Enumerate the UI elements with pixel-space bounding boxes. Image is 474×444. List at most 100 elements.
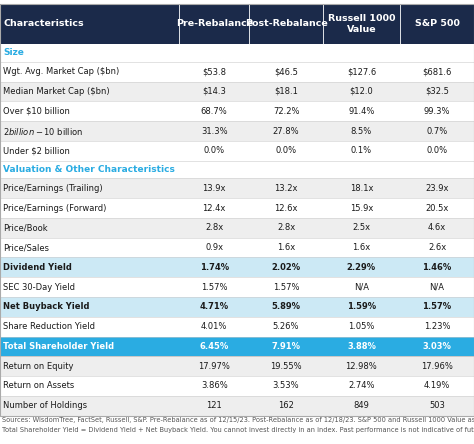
Text: 31.3%: 31.3% [201,127,228,135]
Text: Valuation & Other Characteristics: Valuation & Other Characteristics [3,165,175,174]
FancyBboxPatch shape [0,218,474,238]
Text: 15.9x: 15.9x [350,204,373,213]
Text: 99.3%: 99.3% [424,107,450,116]
Text: $32.5: $32.5 [425,87,449,96]
Text: 0.0%: 0.0% [204,146,225,155]
Text: Wgt. Avg. Market Cap ($bn): Wgt. Avg. Market Cap ($bn) [3,67,119,76]
Text: 68.7%: 68.7% [201,107,228,116]
Text: 2.6x: 2.6x [428,243,446,252]
Text: 1.46%: 1.46% [422,263,452,272]
Text: 162: 162 [278,401,294,410]
FancyBboxPatch shape [0,356,474,376]
Text: Over $10 billion: Over $10 billion [3,107,70,116]
Text: 3.03%: 3.03% [423,342,451,351]
Text: 6.45%: 6.45% [200,342,229,351]
FancyBboxPatch shape [0,238,474,258]
Text: 27.8%: 27.8% [273,127,300,135]
Text: 17.97%: 17.97% [198,362,230,371]
Text: 1.57%: 1.57% [201,283,228,292]
FancyBboxPatch shape [0,376,474,396]
Text: 4.19%: 4.19% [424,381,450,390]
Text: 1.23%: 1.23% [424,322,450,331]
Text: 2.8x: 2.8x [205,223,223,232]
Text: 2.8x: 2.8x [277,223,295,232]
Text: Sources: WisdomTree, FactSet, Russell, S&P. Pre-Rebalance as of 12/15/23. Post-R: Sources: WisdomTree, FactSet, Russell, S… [2,417,474,424]
Text: Post-Rebalance: Post-Rebalance [245,19,328,28]
Text: 4.6x: 4.6x [428,223,446,232]
Text: 4.01%: 4.01% [201,322,228,331]
Text: Under $2 billion: Under $2 billion [3,146,70,155]
FancyBboxPatch shape [0,396,474,416]
FancyBboxPatch shape [0,44,474,62]
Text: 13.2x: 13.2x [274,184,298,193]
Text: N/A: N/A [354,283,369,292]
Text: 3.53%: 3.53% [273,381,300,390]
FancyBboxPatch shape [0,4,474,44]
Text: 5.89%: 5.89% [272,302,301,311]
Text: $46.5: $46.5 [274,67,298,76]
Text: 0.0%: 0.0% [427,146,447,155]
Text: Return on Assets: Return on Assets [3,381,74,390]
FancyBboxPatch shape [0,121,474,141]
Text: Price/Earnings (Forward): Price/Earnings (Forward) [3,204,107,213]
Text: 1.05%: 1.05% [348,322,374,331]
Text: 2.5x: 2.5x [352,223,371,232]
Text: Median Market Cap ($bn): Median Market Cap ($bn) [3,87,110,96]
Text: Number of Holdings: Number of Holdings [3,401,87,410]
Text: Total Shareholder Yield: Total Shareholder Yield [3,342,114,351]
Text: 3.88%: 3.88% [347,342,376,351]
FancyBboxPatch shape [0,297,474,317]
FancyBboxPatch shape [0,178,474,198]
Text: 1.6x: 1.6x [352,243,371,252]
Text: Price/Book: Price/Book [3,223,48,232]
Text: $127.6: $127.6 [347,67,376,76]
Text: $12.0: $12.0 [349,87,374,96]
Text: 13.9x: 13.9x [202,184,226,193]
FancyBboxPatch shape [0,161,474,178]
Text: 5.26%: 5.26% [273,322,299,331]
Text: Price/Earnings (Trailing): Price/Earnings (Trailing) [3,184,103,193]
Text: 12.98%: 12.98% [346,362,377,371]
Text: 19.55%: 19.55% [270,362,302,371]
Text: 849: 849 [354,401,369,410]
Text: 1.6x: 1.6x [277,243,295,252]
Text: S&P 500: S&P 500 [415,19,459,28]
Text: 0.7%: 0.7% [427,127,447,135]
Text: 12.4x: 12.4x [202,204,226,213]
Text: Net Buyback Yield: Net Buyback Yield [3,302,90,311]
Text: Russell 1000
Value: Russell 1000 Value [328,14,395,34]
Text: 7.91%: 7.91% [272,342,301,351]
FancyBboxPatch shape [0,101,474,121]
Text: 8.5%: 8.5% [351,127,372,135]
FancyBboxPatch shape [0,337,474,356]
Text: 0.1%: 0.1% [351,146,372,155]
Text: Characteristics: Characteristics [3,19,84,28]
FancyBboxPatch shape [0,317,474,337]
FancyBboxPatch shape [0,258,474,277]
Text: 0.0%: 0.0% [275,146,297,155]
Text: Return on Equity: Return on Equity [3,362,74,371]
Text: 4.71%: 4.71% [200,302,229,311]
Text: 72.2%: 72.2% [273,107,299,116]
Text: $18.1: $18.1 [274,87,298,96]
Text: 18.1x: 18.1x [350,184,373,193]
Text: 1.57%: 1.57% [422,302,452,311]
Text: $53.8: $53.8 [202,67,226,76]
FancyBboxPatch shape [0,198,474,218]
Text: $681.6: $681.6 [422,67,452,76]
Text: Pre-Rebalance: Pre-Rebalance [176,19,253,28]
Text: 20.5x: 20.5x [425,204,449,213]
Text: 1.74%: 1.74% [200,263,229,272]
Text: 17.96%: 17.96% [421,362,453,371]
Text: 12.6x: 12.6x [274,204,298,213]
Text: 3.86%: 3.86% [201,381,228,390]
Text: Share Reduction Yield: Share Reduction Yield [3,322,95,331]
Text: 23.9x: 23.9x [425,184,449,193]
Text: 0.9x: 0.9x [205,243,223,252]
Text: 1.57%: 1.57% [273,283,299,292]
Text: 2.02%: 2.02% [272,263,301,272]
Text: Size: Size [3,48,24,57]
Text: N/A: N/A [429,283,445,292]
Text: $14.3: $14.3 [202,87,226,96]
Text: 91.4%: 91.4% [348,107,374,116]
